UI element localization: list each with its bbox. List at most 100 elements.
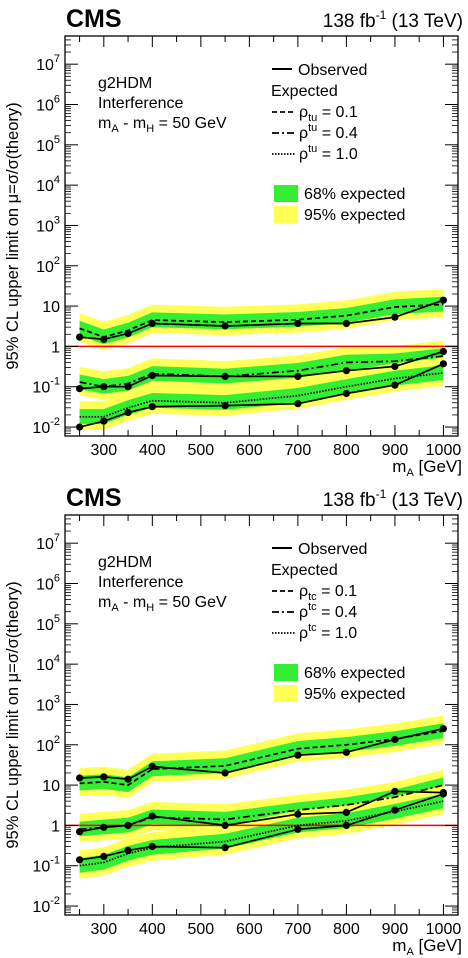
model-label: Interference (98, 95, 183, 112)
y-tick-label: 10-1 (32, 376, 60, 397)
y-axis-title: 95% CL upper limit on μ=σ/σ(theory) (4, 102, 22, 369)
observed-point-rho-1-700 (294, 400, 302, 408)
observed-point-rho-1-400 (148, 403, 156, 411)
observed-point-rho-0.1-400 (148, 319, 156, 328)
observed-point-rho-1-350 (124, 408, 132, 417)
observed-point-rho-1-550 (221, 402, 229, 410)
observed-point-rho-1-1000 (439, 790, 447, 798)
observed-point-rho-0.1-700 (294, 319, 302, 328)
y-tick-label: 103 (36, 214, 60, 235)
observed-point-rho-0.4-1000 (439, 347, 447, 356)
observed-point-rho-1-250 (76, 423, 84, 431)
y-tick-label: 106 (36, 573, 60, 594)
observed-point-rho-1-800 (342, 389, 350, 398)
band-68-rho-0.4 (79, 348, 444, 394)
y-tick-label: 105 (36, 134, 60, 155)
observed-point-rho-1-250 (76, 856, 84, 864)
observed-point-rho-1-800 (342, 821, 350, 830)
observed-point-rho-0.4-350 (124, 821, 132, 830)
observed-point-rho-1-1000 (439, 360, 447, 368)
y-tick-label: 10-1 (32, 855, 60, 876)
legend-95-swatch (274, 206, 298, 223)
observed-point-rho-1-550 (221, 844, 229, 852)
legend-95-swatch (274, 685, 298, 702)
observed-point-rho-0.4-800 (342, 367, 350, 375)
legend-95-label: 95% expected (304, 207, 405, 224)
observed-point-rho-0.4-300 (100, 823, 108, 831)
y-tick-label: 10-2 (32, 416, 60, 437)
observed-point-rho-0.1-550 (221, 322, 229, 330)
legend-expected-label: Expected (271, 83, 338, 100)
x-tick-label: 500 (188, 442, 215, 459)
legend-95-label: 95% expected (304, 686, 405, 703)
observed-point-rho-0.1-250 (76, 333, 84, 341)
observed-point-rho-0.1-900 (391, 735, 399, 744)
model-label: g2HDM (98, 75, 152, 92)
y-tick-label: 106 (36, 94, 60, 115)
observed-point-rho-0.4-350 (124, 383, 132, 391)
y-tick-label: 10 (42, 299, 60, 316)
y-tick-label: 107 (36, 53, 60, 74)
legend-expected-label: Expected (271, 562, 338, 579)
observed-point-rho-0.1-550 (221, 769, 229, 777)
x-tick-label: 600 (236, 442, 263, 459)
x-tick-label: 700 (285, 921, 312, 938)
x-tick-label: 400 (139, 442, 166, 459)
observed-point-rho-1-300 (100, 852, 108, 861)
observed-point-rho-0.4-900 (391, 362, 399, 370)
observed-point-rho-0.4-700 (294, 372, 302, 380)
observed-point-rho-0.1-300 (100, 773, 108, 781)
y-axis-title: 95% CL upper limit on μ=σ/σ(theory) (4, 581, 22, 848)
observed-point-rho-0.1-300 (100, 335, 108, 343)
y-tick-label: 10 (42, 778, 60, 795)
legend-observed-label: Observed (298, 62, 367, 79)
band-68-rho-1 (79, 365, 444, 424)
chart-panel-2: 300 400 500 600 700 800 900 1000 10-2 10-1 1 10 102 1… (4, 484, 463, 958)
observed-point-rho-0.4-300 (100, 383, 108, 391)
legend-rho-label: ρtu = 0.4 (299, 122, 358, 142)
observed-point-rho-0.4-550 (221, 821, 229, 830)
y-tick-label: 104 (36, 174, 60, 195)
observed-point-rho-0.4-250 (76, 828, 84, 836)
observed-point-rho-1-700 (294, 825, 302, 833)
observed-point-rho-0.1-400 (148, 762, 156, 771)
legend-rho-label: ρtc = 0.1 (299, 583, 357, 603)
y-tick-label: 10-2 (32, 895, 60, 916)
y-tick-label: 103 (36, 693, 60, 714)
chart-panel-1: 300 400 500 600 700 800 900 1000 10-2 10-1 1 10 102 1… (4, 5, 463, 479)
legend-rho-label: ρtu = 1.0 (299, 143, 358, 163)
y-tick-label: 105 (36, 613, 60, 634)
y-tick-label: 1 (51, 818, 60, 835)
observed-point-rho-0.1-1000 (439, 725, 447, 733)
observed-point-rho-0.1-900 (391, 313, 399, 321)
legend-68-swatch (274, 664, 298, 681)
x-tick-label: 600 (236, 921, 263, 938)
legend-observed-label: Observed (298, 541, 367, 558)
x-tick-label: 900 (382, 921, 409, 938)
x-tick-label: 800 (333, 442, 360, 459)
observed-point-rho-0.1-250 (76, 774, 84, 782)
x-tick-label: 300 (90, 442, 117, 459)
mass-label: mA - mH = 50 GeV (98, 594, 227, 614)
plot-frame (64, 35, 459, 437)
experiment-label: CMS (66, 484, 122, 512)
observed-point-rho-0.4-900 (391, 787, 399, 795)
observed-point-rho-0.4-700 (294, 810, 302, 818)
observed-point-rho-0.4-800 (342, 808, 350, 817)
observed-point-rho-0.4-400 (148, 371, 156, 380)
observed-point-rho-0.1-350 (124, 329, 132, 337)
legend-rho-label: ρtc = 0.4 (299, 601, 357, 621)
expected-line-rho-0.1 (79, 730, 444, 786)
model-label: g2HDM (98, 554, 152, 571)
legend-68-label: 68% expected (304, 186, 405, 203)
expected-line-rho-0.4 (79, 355, 444, 388)
observed-point-rho-0.1-700 (294, 751, 302, 759)
x-tick-label: 700 (285, 442, 312, 459)
legend-rho-label: ρtu = 0.1 (299, 104, 358, 124)
observed-point-rho-0.1-800 (342, 748, 350, 756)
observed-point-rho-0.1-1000 (439, 296, 447, 304)
y-tick-label: 102 (36, 255, 60, 276)
